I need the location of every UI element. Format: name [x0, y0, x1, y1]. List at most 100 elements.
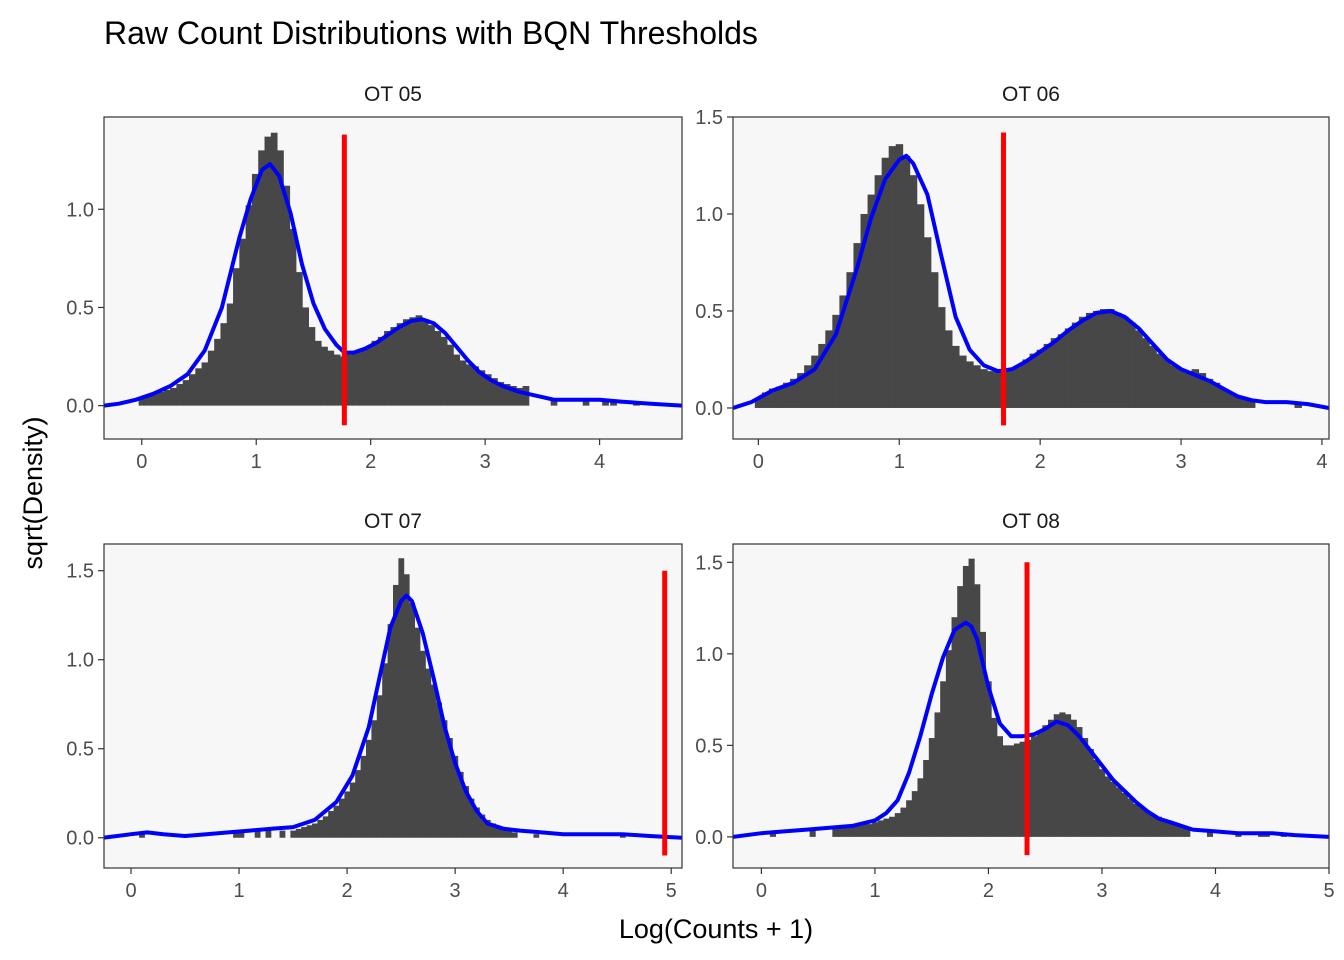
histogram-bar: [503, 384, 511, 406]
histogram-bar: [966, 361, 974, 408]
histogram-bar: [254, 830, 261, 838]
histogram-bar: [201, 362, 209, 406]
histogram-bar: [1233, 396, 1242, 408]
histogram-bar: [902, 155, 911, 408]
histogram-bar: [387, 624, 394, 838]
histogram-bar: [1133, 803, 1140, 837]
histogram-bar: [390, 327, 398, 406]
histogram-bar: [1144, 811, 1151, 837]
y-tick-label: 1.0: [66, 199, 94, 221]
x-tick-label: 4: [1210, 880, 1221, 902]
histogram-bar: [295, 272, 303, 406]
histogram-bar: [436, 702, 443, 838]
histogram-bar: [1093, 760, 1100, 837]
histogram-bar: [973, 365, 981, 408]
histogram-bar: [1172, 824, 1179, 837]
x-tick-label: 3: [1096, 880, 1107, 902]
histogram-bar: [987, 371, 995, 408]
histogram-bar: [1076, 727, 1083, 837]
histogram-bar: [226, 303, 234, 406]
histogram-bar: [888, 146, 897, 408]
histogram-bar: [501, 828, 507, 838]
histogram-bar: [414, 627, 421, 838]
histogram-bar: [1048, 719, 1055, 837]
histogram-bar: [945, 330, 953, 408]
histogram-bar: [1142, 338, 1150, 408]
histogram-bar: [430, 684, 437, 838]
histogram-bar: [1212, 382, 1221, 408]
histogram-bar: [290, 830, 297, 838]
histogram-bar: [1059, 712, 1066, 837]
histogram-bar: [321, 346, 328, 406]
x-tick-label: 2: [365, 451, 376, 473]
histogram-bar: [151, 393, 158, 406]
y-tick-label: 1.0: [695, 644, 723, 666]
histogram-bar: [447, 344, 454, 406]
y-tick-label: 0.5: [695, 735, 723, 757]
x-tick-label: 4: [594, 451, 605, 473]
histogram-bar: [790, 378, 798, 408]
panel-border: [732, 116, 1330, 440]
histogram-bar: [371, 340, 379, 406]
histogram-bar: [349, 782, 356, 838]
histogram-bar: [959, 355, 967, 408]
histogram-bar: [818, 343, 826, 408]
histogram-bar: [333, 354, 341, 406]
histogram-bar: [1155, 816, 1162, 837]
histogram-bar: [396, 323, 404, 406]
chart-title: Raw Count Distributions with BQN Thresho…: [104, 15, 758, 51]
facet-strip-label: OT 06: [1002, 83, 1060, 106]
histogram-bar: [1022, 359, 1030, 408]
histogram-bar: [853, 243, 861, 408]
histogram-bar: [951, 617, 958, 837]
x-tick-label: 0: [756, 880, 767, 902]
histogram-bar: [839, 295, 847, 408]
histogram-bar: [867, 194, 876, 408]
histogram-bar: [1121, 792, 1128, 837]
histogram-bar: [1177, 369, 1185, 408]
histogram-bar: [923, 237, 932, 408]
x-tick-label: 3: [450, 880, 461, 902]
y-tick-label: 0.0: [695, 398, 723, 420]
histogram-bar: [928, 738, 935, 837]
histogram-bar: [522, 385, 530, 406]
histogram-bar: [881, 157, 890, 408]
histogram-bar: [930, 272, 939, 408]
y-tick-label: 1.0: [66, 650, 94, 672]
panel-ot-07: OT 07 0 1 2 3 4 5 0.0 0.5 1.0 1.5: [66, 510, 683, 902]
histogram-bar: [994, 371, 1002, 408]
y-tick-label: 0.5: [66, 297, 94, 319]
histogram-bar: [843, 825, 850, 837]
histogram-bar: [1149, 345, 1157, 408]
histogram-bar: [311, 823, 318, 838]
histogram-bar: [277, 150, 284, 406]
histogram-bar: [1078, 316, 1087, 408]
histogram-bar: [428, 325, 435, 406]
histogram-bar: [327, 350, 335, 406]
histogram-bar: [804, 365, 812, 408]
histogram-bar: [940, 681, 947, 837]
histogram-bar: [769, 833, 776, 837]
panel-ot-06: OT 06 0 1 2 3 4 0.0 0.5 1.0 1.5: [695, 83, 1330, 473]
histogram-bar: [962, 565, 969, 837]
panel-plot-area: [104, 558, 682, 856]
histogram-bar: [1206, 831, 1214, 837]
histogram-bar: [409, 317, 417, 406]
histogram-bar: [895, 144, 904, 408]
histogram-bar: [582, 399, 590, 406]
histogram-bar: [811, 355, 819, 408]
histogram-bar: [809, 829, 816, 837]
y-tick-label: 1.5: [66, 561, 94, 583]
x-tick-label: 1: [251, 451, 262, 473]
panel-border: [103, 543, 683, 869]
histogram-bar: [1031, 736, 1038, 837]
histogram-bar: [991, 717, 998, 837]
histogram-bar: [333, 805, 340, 838]
panel-border: [103, 116, 683, 440]
histogram-bar: [909, 175, 918, 408]
y-tick-label: 0.5: [66, 739, 94, 761]
histogram-bar: [768, 388, 777, 408]
histogram-bar: [384, 331, 391, 406]
histogram-bar: [506, 830, 513, 838]
histogram-bar: [934, 712, 941, 837]
